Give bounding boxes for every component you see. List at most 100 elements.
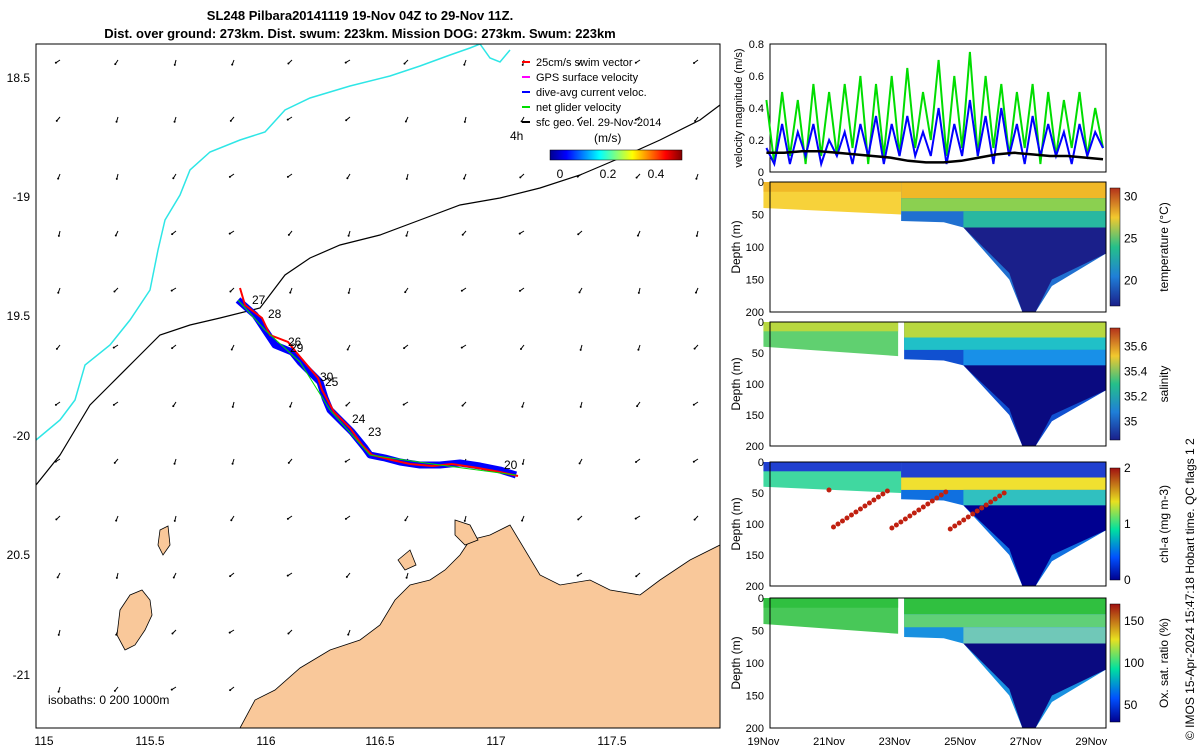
colorbar-label: temperature (°C) [1157, 202, 1171, 292]
section-layer [763, 182, 902, 192]
coastal-track-line [36, 44, 481, 441]
geo-arrow-head [229, 575, 232, 578]
chl-blob [956, 520, 962, 526]
geo-arrow-head [346, 177, 349, 180]
colorbar-label: salinity [1157, 366, 1171, 403]
geo-arrow-head [460, 346, 463, 349]
geo-arrow-head [287, 461, 290, 464]
geo-arrow-head [404, 519, 407, 522]
chl-blob [853, 509, 859, 515]
geo-arrow-head [113, 689, 116, 692]
velocity-ytick: 0.4 [749, 103, 764, 115]
chl-blob [1001, 490, 1007, 496]
geo-arrow-head [112, 346, 115, 349]
geo-arrow-head [231, 462, 234, 465]
geo-arrow-head [229, 689, 232, 692]
geo-arrow-head [636, 234, 639, 237]
geo-arrow-head [286, 118, 289, 121]
geo-arrow-head [636, 405, 639, 408]
geo-arrow-head [518, 232, 521, 235]
geo-arrow-head [345, 404, 348, 407]
velocity-series [765, 51, 1104, 165]
geo-arrow-head [173, 63, 176, 66]
chl-blobs [826, 487, 1007, 532]
geo-arrow-head [55, 119, 58, 122]
chl-blob [907, 513, 913, 519]
geo-arrow-head [347, 633, 350, 636]
depth-tick: 150 [746, 410, 764, 422]
section-layer [904, 337, 1106, 350]
geo-arrow-head [55, 347, 58, 350]
geo-arrow-head [634, 517, 637, 520]
geo-arrow-head [230, 519, 233, 522]
lat-tick: -19 [13, 190, 31, 204]
geo-arrow-head [579, 405, 582, 408]
chl-blob [938, 492, 944, 498]
geo-arrow-head [695, 177, 698, 180]
colorbar-tick: 0.4 [648, 167, 665, 181]
geo-arrow-head [114, 234, 117, 237]
geo-arrow-head [170, 688, 173, 691]
interval-label: 4h [510, 129, 523, 143]
day-label: 29 [290, 341, 304, 355]
geo-arrow-head [694, 291, 697, 294]
geo-arrow-head [115, 519, 118, 522]
geo-arrow-head [461, 404, 464, 407]
chl-blob [857, 506, 863, 512]
geo-arrow-head [521, 405, 524, 408]
geo-arrow-head [634, 118, 637, 121]
section-colorbar [1109, 187, 1121, 307]
geo-arrow-head [113, 461, 116, 464]
colorbar-tick: 30 [1124, 189, 1138, 203]
section-panel-2: 0 50 100 150 200 Depth (m) 35 35.2 35.4 35.6 salin… [729, 317, 1171, 453]
day-label: 28 [268, 307, 282, 321]
depth-tick: 150 [746, 691, 764, 703]
day-label: 23 [368, 425, 382, 439]
geo-arrow-head [170, 289, 173, 292]
geo-arrow-head [634, 61, 637, 64]
chl-blob [943, 489, 949, 495]
geo-arrow-head [463, 63, 466, 66]
date-tick: 29Nov [1075, 736, 1107, 748]
depth-tick: 200 [746, 581, 764, 593]
glider-track-green [237, 299, 517, 476]
geo-arrow-head [56, 576, 59, 579]
colorbar-gradient [549, 149, 683, 161]
colorbar-tick: 100 [1124, 656, 1144, 670]
depth-label: Depth (m) [729, 636, 743, 689]
geo-arrow-head [635, 575, 638, 578]
geo-arrow-head [115, 120, 118, 123]
colorbar-tick: 25 [1124, 232, 1138, 246]
geo-arrow-head [576, 574, 579, 577]
geo-arrow-head [405, 234, 408, 237]
chl-blob [929, 498, 935, 504]
geo-arrow-head [404, 120, 407, 123]
day-label: 26 [288, 335, 302, 349]
chl-blob [875, 494, 881, 500]
depth-tick: 150 [746, 550, 764, 562]
title-line-1: SL248 Pilbara20141119 19-Nov 04Z to 29-N… [206, 8, 514, 23]
geo-arrow-head [521, 462, 524, 465]
map-colorbar: (m/s) 0 0.2 0.4 [549, 131, 683, 181]
geo-arrow-head [173, 120, 176, 123]
geo-arrow-head [345, 119, 348, 122]
lon-tick: 115.5 [135, 734, 164, 748]
title-line-2: Dist. over ground: 273km. Dist. swum: 22… [104, 26, 616, 41]
geo-arrow-head [228, 175, 231, 178]
geo-arrow-head [55, 518, 58, 521]
geo-arrow-head [347, 234, 350, 237]
geo-arrow-head [173, 519, 176, 522]
chl-blob [952, 523, 958, 529]
lat-tick: -21 [13, 668, 31, 682]
date-tick: 23Nov [879, 736, 911, 748]
geo-arrow-head [286, 175, 289, 178]
chl-blob [983, 502, 989, 508]
colorbar-tick: 150 [1124, 614, 1144, 628]
geo-arrow-head [171, 233, 174, 236]
section-colorbar [1109, 603, 1121, 723]
velocity-ytick: 0.2 [749, 135, 764, 147]
geo-arrow-head [54, 61, 57, 64]
geo-arrow-head [521, 63, 524, 66]
geo-arrow-head [637, 291, 640, 294]
